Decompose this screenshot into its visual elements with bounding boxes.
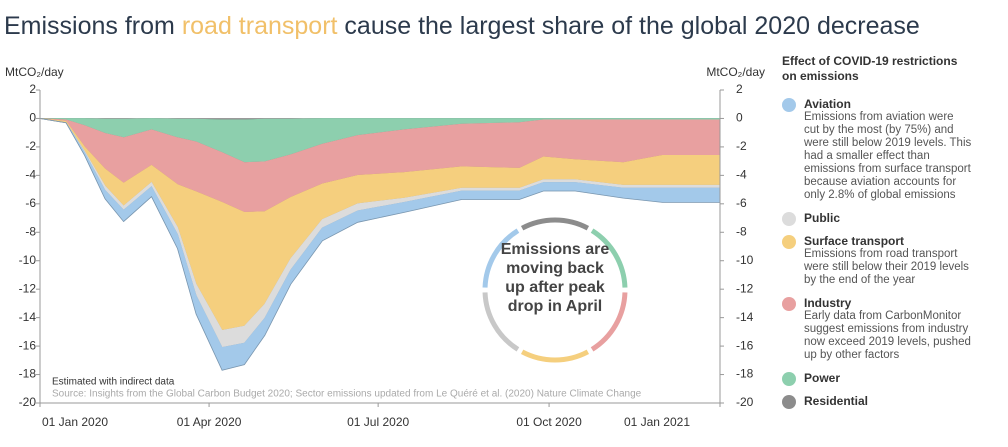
y-tick-label: -8 [25,224,36,238]
legend-label: Aviation [804,97,851,111]
y2-tick-label: -20 [736,395,754,409]
title-highlight: road transport [181,12,338,40]
y2-tick-label: -2 [736,139,747,153]
ring-arc [520,217,590,231]
y-tick-label: -6 [25,196,36,210]
legend-item: Aviation Emissions from aviation were cut… [782,98,972,202]
note: Estimated with indirect data [52,377,175,388]
y2-tick-label: 0 [736,111,743,125]
title-part: cause the largest share of the global 20… [344,12,920,40]
y-tick-label: -14 [19,310,37,324]
legend-swatch [782,395,796,409]
legend: Effect of COVID-19 restrictions on emiss… [782,54,972,418]
y2-axis-label: MtCO₂/day [706,65,765,79]
x-tick-label: 01 Oct 2020 [516,415,582,429]
y-tick-label: 0 [29,111,36,125]
y-tick-label: -20 [19,395,37,409]
x-tick-label: 01 Jul 2020 [347,415,409,429]
legend-description: Early data from CarbonMonitor suggest em… [804,310,971,361]
source: Source: Insights from the Global Carbon … [52,389,642,400]
x-tick-label: 01 Apr 2020 [177,415,242,429]
ring-arc [590,228,628,288]
legend-label: Residential [804,394,869,408]
ring-arc [482,292,520,352]
y-axis-label: MtCO₂/day [5,65,64,79]
y-tick-label: -12 [19,281,37,295]
y2-tick-label: -18 [736,367,754,381]
y-tick-label: -18 [19,367,37,381]
legend-description: Emissions from road transport were still… [804,248,969,286]
legend-swatch [782,98,796,112]
y-tick-label: -10 [19,253,37,267]
legend-swatch [782,372,796,386]
ring-arc [520,349,590,363]
legend-swatch [782,212,796,226]
area-edge [39,118,720,371]
legend-label: Power [804,371,841,385]
y2-tick-label: -4 [736,168,747,182]
y-tick-label: -2 [25,139,36,153]
y2-tick-label: -8 [736,224,747,238]
chart-title: Emissions from road transport cause the … [4,12,920,41]
y2-tick-label: 2 [736,82,743,96]
legend-label: Surface transport [804,234,905,248]
y2-tick-label: -16 [736,338,754,352]
ring-arc [482,228,520,288]
ring-arc [590,292,628,352]
legend-item: Residential [782,394,972,409]
legend-swatch [782,235,796,249]
x-tick-label: 01 Jan 2021 [624,415,690,429]
legend-label: Public [804,211,841,225]
annotation: Emissions are moving back up after peak … [500,241,610,315]
title-part: Emissions from [4,12,175,40]
legend-title: Effect of COVID-19 restrictions on emiss… [782,54,958,83]
y2-tick-label: -12 [736,281,754,295]
y-tick-label: -4 [25,168,36,182]
x-tick-label: 01 Jan 2020 [42,415,108,429]
y2-tick-label: -10 [736,253,754,267]
y-tick-label: -16 [19,338,37,352]
legend-item: Public [782,211,972,226]
y2-tick-label: -14 [736,310,754,324]
y-tick-label: 2 [29,82,36,96]
y2-tick-label: -6 [736,196,747,210]
plot [39,118,721,371]
legend-item: Surface transport Emissions from road tra… [782,235,972,287]
legend-label: Industry [804,296,852,310]
legend-swatch [782,297,796,311]
legend-item: Industry Early data from CarbonMonitor su… [782,297,972,362]
legend-description: Emissions from aviation were cut by the … [804,111,972,201]
legend-item: Power [782,371,972,386]
